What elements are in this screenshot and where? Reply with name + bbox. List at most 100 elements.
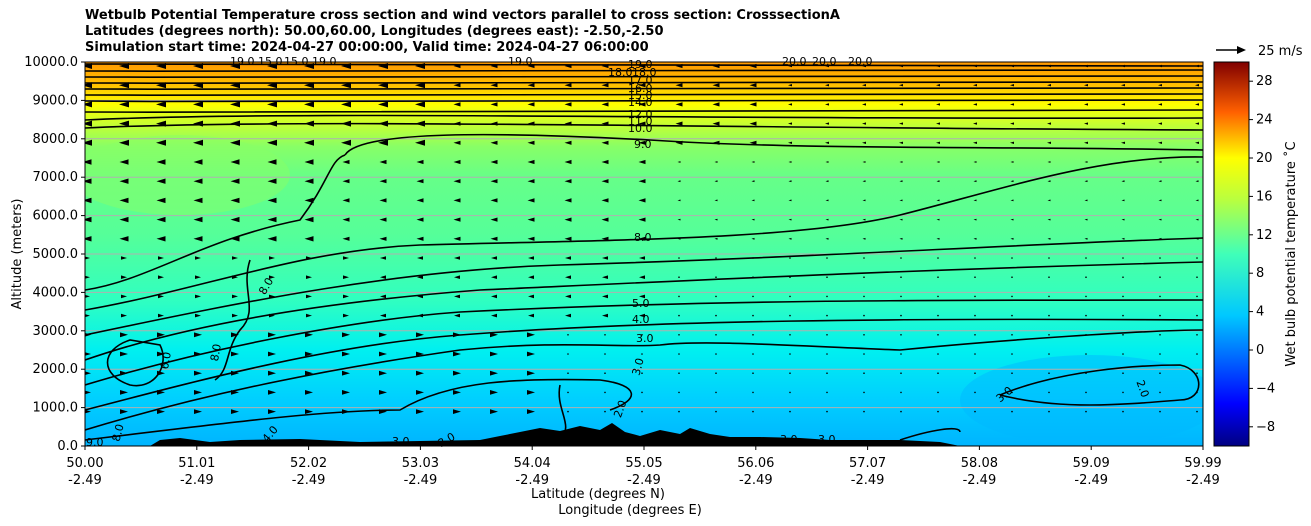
- wind-vector: [304, 120, 314, 127]
- wind-vector: [268, 390, 276, 395]
- wind-vector: [899, 180, 903, 183]
- wind-vector: [268, 370, 276, 376]
- wind-vector: [714, 180, 718, 183]
- wind-vector: [825, 141, 829, 144]
- wind-vector: [341, 82, 351, 89]
- contour-label: 3.0: [630, 357, 647, 377]
- wind-vector: [712, 83, 720, 88]
- colorbar-tick-label: 12: [1256, 228, 1273, 243]
- wind-vector: [900, 314, 902, 317]
- wind-vector: [193, 139, 203, 146]
- wind-vector: [158, 294, 164, 299]
- wind-vector: [1159, 391, 1161, 394]
- wind-vector: [712, 140, 720, 145]
- wind-vector: [193, 101, 203, 108]
- contour-line: [85, 156, 1203, 311]
- wind-vector: [193, 216, 203, 223]
- wind-vector: [974, 276, 976, 279]
- wind-vector: [416, 351, 424, 357]
- wind-vector: [1048, 314, 1050, 317]
- x-tick-label-longitude: -2.49: [963, 473, 997, 488]
- wind-vector: [195, 256, 201, 260]
- x-tick-label-latitude: 59.09: [1073, 456, 1110, 471]
- wind-vector: [825, 218, 829, 221]
- wind-vector: [305, 370, 313, 376]
- wind-vector: [1010, 199, 1014, 202]
- wind-vector: [378, 82, 388, 89]
- wind-vector: [527, 179, 535, 184]
- wind-vector: [601, 140, 609, 145]
- wind-vector: [1010, 237, 1014, 240]
- wind-vector: [1122, 295, 1124, 298]
- wind-vector: [1084, 141, 1088, 144]
- contour-line: [85, 154, 346, 291]
- wind-vector: [638, 63, 646, 69]
- wind-vector: [1158, 199, 1162, 202]
- wind-vector: [749, 83, 757, 88]
- contour-label: 9.0: [86, 436, 104, 449]
- wind-vector: [1047, 237, 1051, 240]
- wind-vector: [230, 236, 240, 242]
- wind-vector: [416, 217, 424, 222]
- wind-vector: [120, 409, 128, 414]
- wind-vector: [156, 101, 166, 108]
- wind-vector: [1011, 372, 1013, 375]
- wind-vector: [193, 159, 203, 165]
- wind-vector: [231, 390, 239, 395]
- wind-vector: [973, 161, 977, 163]
- wind-vector: [1085, 334, 1087, 336]
- wind-vector: [788, 218, 792, 221]
- wind-vector: [567, 353, 569, 355]
- wind-vector: [231, 332, 239, 338]
- wind-vector: [379, 351, 387, 357]
- wind-vector: [712, 63, 720, 69]
- wind-vector: [712, 121, 720, 126]
- wind-vector: [863, 257, 865, 259]
- contour-line: [85, 92, 1203, 96]
- wind-vector: [862, 218, 866, 221]
- wind-vector: [527, 63, 535, 69]
- wind-vector: [379, 179, 387, 184]
- wind-vector: [1010, 84, 1014, 87]
- wind-vector: [342, 236, 350, 241]
- wind-vector: [85, 139, 92, 146]
- wind-vector: [528, 313, 534, 318]
- wind-vector: [638, 121, 646, 126]
- wind-vector: [900, 295, 902, 298]
- wind-vector: [1122, 372, 1124, 375]
- wind-vector: [453, 83, 461, 88]
- colorbar-ticks: −8 −4 0 4 8 12 16 20 24 28: [1249, 74, 1275, 435]
- wind-vector: [490, 217, 498, 222]
- wind-vector: [1010, 218, 1014, 221]
- y-tick-label: 4000.0: [33, 285, 79, 300]
- contour-label: 12.0: [628, 108, 653, 121]
- wind-vector: [305, 332, 313, 338]
- wind-vector: [193, 197, 203, 204]
- wind-vector: [269, 275, 275, 279]
- wind-vector: [601, 83, 609, 88]
- chart-title-line-3: Simulation start time: 2024-04-27 00:00:…: [85, 40, 649, 55]
- wind-vector: [1047, 103, 1051, 106]
- wind-vector: [269, 313, 275, 318]
- wind-vector: [267, 159, 277, 165]
- wind-vector: [714, 199, 718, 202]
- wind-vector: [749, 63, 757, 69]
- wind-vector: [453, 140, 461, 145]
- contour-line: [85, 68, 1203, 72]
- wind-vector: [157, 370, 165, 376]
- wind-vector: [1159, 314, 1161, 317]
- wind-vector: [156, 63, 166, 69]
- wind-vector: [231, 370, 239, 376]
- wind-vector: [1047, 218, 1051, 221]
- x-tick-label-latitude: 51.01: [178, 456, 215, 471]
- wind-vector: [156, 178, 166, 184]
- terrain: [150, 423, 960, 446]
- wind-vector: [341, 63, 351, 69]
- wind-vector: [974, 410, 976, 413]
- wind-vector: [863, 276, 865, 279]
- wind-vector: [1047, 141, 1051, 144]
- wind-vector: [788, 64, 792, 68]
- wind-vector: [121, 313, 127, 318]
- wind-vector: [416, 236, 424, 241]
- wind-vector: [304, 101, 314, 108]
